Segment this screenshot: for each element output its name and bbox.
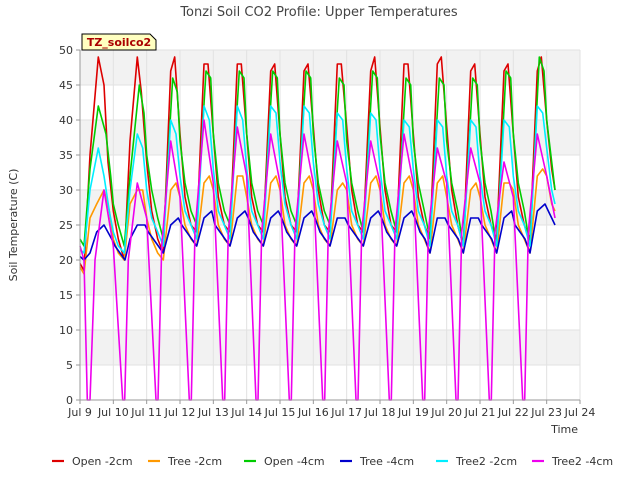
x-tick-label: Jul 12 bbox=[164, 406, 196, 419]
legend-item: Tree2 -2cm bbox=[436, 455, 517, 468]
y-tick-label: 35 bbox=[59, 149, 73, 162]
series-line bbox=[79, 105, 556, 254]
background-band bbox=[80, 330, 580, 365]
background-band bbox=[80, 120, 580, 155]
y-tick-label: 20 bbox=[59, 254, 73, 267]
x-tick-label: Jul 16 bbox=[297, 406, 329, 419]
x-tick-label: Jul 22 bbox=[497, 406, 529, 419]
series-line bbox=[79, 203, 556, 261]
x-tick-label: Jul 10 bbox=[97, 406, 129, 419]
x-tick-label: Jul 9 bbox=[67, 406, 92, 419]
background-band bbox=[80, 260, 580, 295]
x-tick-label: Jul 20 bbox=[430, 406, 462, 419]
series-line bbox=[79, 56, 556, 247]
y-tick-label: 45 bbox=[59, 79, 73, 92]
x-axis-label: Time bbox=[550, 423, 578, 436]
legend-item: Open -4cm bbox=[244, 455, 325, 468]
y-tick-label: 30 bbox=[59, 184, 73, 197]
series-lines bbox=[79, 56, 556, 401]
legend-item: Tree -2cm bbox=[148, 455, 222, 468]
y-tick-label: 40 bbox=[59, 114, 73, 127]
y-tick-label: 5 bbox=[66, 359, 73, 372]
legend-label: Open -4cm bbox=[264, 455, 325, 468]
legend-label: Tree2 -4cm bbox=[551, 455, 613, 468]
site-label: TZ_soilco2 bbox=[87, 36, 151, 49]
legend-item: Tree2 -4cm bbox=[532, 455, 613, 468]
x-tick-label: Jul 18 bbox=[364, 406, 396, 419]
y-tick-label: 50 bbox=[59, 44, 73, 57]
y-tick-label: 25 bbox=[59, 219, 73, 232]
legend-label: Tree2 -2cm bbox=[455, 455, 517, 468]
x-tick-label: Jul 24 bbox=[564, 406, 596, 419]
background-band bbox=[80, 365, 580, 400]
x-tick-labels: Jul 9 Jul 10 Jul 11 Jul 12 Jul 13 Jul 14 Jul 1… bbox=[67, 400, 595, 419]
y-tick-label: 10 bbox=[59, 324, 73, 337]
y-tick-label: 0 bbox=[66, 394, 73, 407]
x-tick-label: Jul 23 bbox=[530, 406, 562, 419]
legend-item: Tree -4cm bbox=[340, 455, 414, 468]
y-tick-labels: 0 5 10 15 20 25 30 35 40 45 50 bbox=[59, 44, 80, 407]
y-axis-label: Soil Temperature (C) bbox=[7, 169, 20, 282]
x-tick-label: Jul 15 bbox=[264, 406, 296, 419]
background-band bbox=[80, 85, 580, 120]
x-tick-label: Jul 19 bbox=[397, 406, 429, 419]
background-band bbox=[80, 295, 580, 330]
y-tick-label: 15 bbox=[59, 289, 73, 302]
background-band bbox=[80, 155, 580, 190]
x-tick-label: Jul 11 bbox=[130, 406, 162, 419]
x-tick-label: Jul 13 bbox=[197, 406, 229, 419]
legend-label: Tree -2cm bbox=[167, 455, 222, 468]
legend-item: Open -2cm bbox=[52, 455, 133, 468]
background-band bbox=[80, 50, 580, 85]
x-tick-label: Jul 17 bbox=[330, 406, 362, 419]
x-tick-label: Jul 14 bbox=[230, 406, 262, 419]
site-label-box: TZ_soilco2 bbox=[81, 33, 157, 51]
legend-label: Open -2cm bbox=[72, 455, 133, 468]
chart-title: Tonzi Soil CO2 Profile: Upper Temperatur… bbox=[179, 5, 458, 20]
legend-label: Tree -4cm bbox=[359, 455, 414, 468]
x-tick-label: Jul 21 bbox=[464, 406, 496, 419]
legend: Open -2cm Tree -2cm Open -4cm Tree -4cm Tree… bbox=[52, 455, 613, 468]
